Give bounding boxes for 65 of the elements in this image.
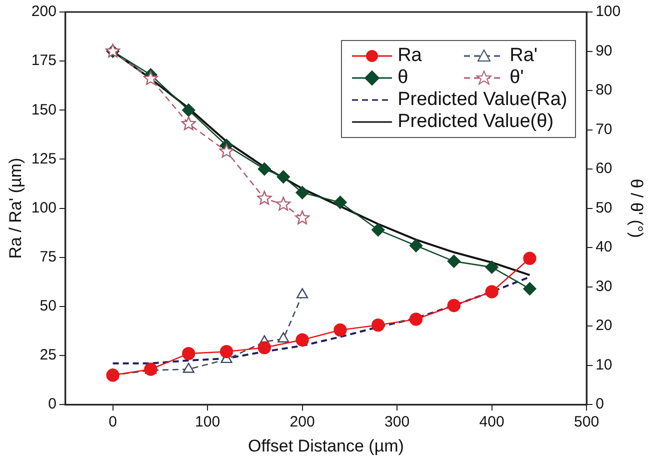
y2-tick-label: 60 — [596, 160, 612, 178]
point — [296, 288, 308, 298]
y2-tick-label: 80 — [596, 82, 612, 99]
y2-axis-title: θ / θ' (°) — [627, 178, 646, 238]
point — [181, 116, 196, 130]
point — [220, 345, 234, 358]
x-tick-label: 400 — [479, 414, 504, 431]
point — [296, 333, 309, 346]
point — [278, 332, 290, 342]
x-tick-label: 200 — [290, 414, 315, 431]
point — [182, 346, 196, 360]
point — [485, 260, 498, 274]
point — [258, 341, 272, 354]
point — [447, 254, 461, 268]
point — [409, 312, 423, 326]
point — [295, 210, 310, 224]
y2-tick-label: 90 — [596, 42, 612, 60]
point — [276, 196, 291, 211]
point — [372, 318, 385, 332]
point — [143, 71, 158, 86]
point — [409, 238, 423, 252]
point — [258, 162, 272, 176]
y-tick-label: 200 — [31, 3, 56, 20]
y-tick-label: 100 — [31, 199, 56, 216]
point — [276, 170, 290, 184]
legend-label: Ra' — [510, 45, 538, 67]
x-axis-title: Offset Distance (µm) — [248, 436, 404, 456]
point — [372, 223, 385, 236]
x-tick-label: 500 — [574, 414, 600, 431]
legend-label: Ra — [398, 45, 422, 67]
point — [334, 323, 347, 337]
legend-label: θ' — [510, 67, 524, 89]
y-tick-label: 25 — [40, 346, 56, 364]
y2-tick-label: 0 — [596, 396, 604, 413]
point — [182, 362, 194, 373]
point — [219, 144, 234, 158]
y2-tick-label: 30 — [596, 278, 612, 295]
y2-tick-label: 70 — [596, 120, 612, 138]
point — [523, 252, 536, 265]
point — [485, 285, 498, 298]
y-tick-label: 50 — [40, 298, 56, 315]
point — [523, 282, 536, 296]
x-tick-label: 300 — [384, 414, 410, 431]
x-tick-label: 0 — [108, 414, 117, 431]
y-tick-label: 150 — [31, 101, 56, 118]
legend-label: θ — [398, 67, 408, 89]
point — [182, 104, 196, 117]
point — [257, 190, 272, 205]
y-tick-label: 125 — [31, 150, 56, 168]
legend-label: Predicted Value(θ) — [398, 111, 554, 133]
legend-label: Predicted Value(Ra) — [398, 89, 568, 111]
y2-tick-label: 40 — [596, 238, 612, 256]
point — [334, 196, 347, 210]
y-tick-label: 0 — [48, 396, 56, 413]
y2-tick-label: 20 — [596, 317, 612, 334]
y2-tick-label: 50 — [596, 199, 612, 216]
y2-tick-label: 100 — [596, 3, 621, 20]
y2-tick-label: 10 — [596, 356, 612, 374]
y-axis-title: Ra / Ra' (µm) — [6, 158, 25, 259]
point — [447, 298, 461, 312]
y-tick-label: 175 — [31, 52, 56, 70]
y-tick-label: 75 — [40, 248, 56, 266]
x-tick-label: 100 — [195, 414, 220, 431]
point — [296, 186, 309, 200]
point — [106, 368, 120, 382]
